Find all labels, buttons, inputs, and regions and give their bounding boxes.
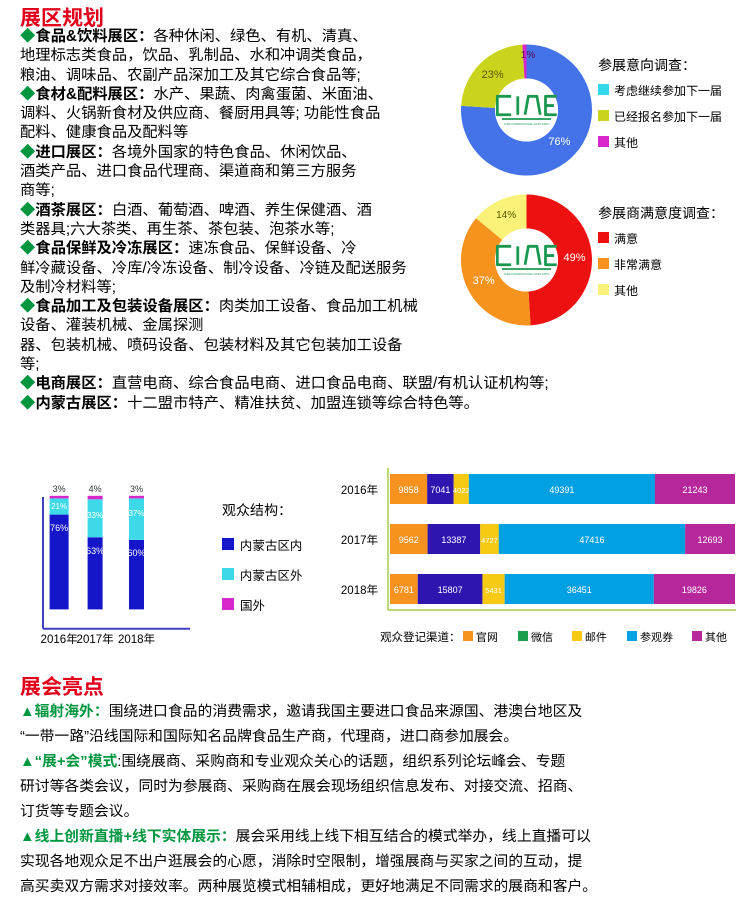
svg-text:15807: 15807 bbox=[438, 585, 463, 595]
svg-text:CHINA INTERNATIONAL DAIRY EXPO: CHINA INTERNATIONAL DAIRY EXPO bbox=[504, 122, 550, 126]
svg-text:2016年: 2016年 bbox=[41, 633, 78, 645]
svg-text:13387: 13387 bbox=[441, 535, 466, 545]
svg-text:49%: 49% bbox=[563, 252, 585, 264]
svg-text:37%: 37% bbox=[473, 275, 495, 287]
svg-text:9562: 9562 bbox=[399, 535, 419, 545]
svg-text:37%: 37% bbox=[128, 509, 144, 518]
svg-text:49391: 49391 bbox=[549, 485, 574, 495]
svg-text:CHINA INTERNATIONAL DAIRY EXPO: CHINA INTERNATIONAL DAIRY EXPO bbox=[504, 272, 550, 276]
svg-text:2016年: 2016年 bbox=[341, 484, 378, 497]
svg-text:76%: 76% bbox=[548, 136, 570, 148]
svg-text:2018年: 2018年 bbox=[118, 633, 155, 645]
svg-text:2017年: 2017年 bbox=[341, 534, 378, 547]
svg-text:2017年: 2017年 bbox=[77, 633, 114, 645]
svg-text:14%: 14% bbox=[496, 210, 516, 221]
svg-text:36451: 36451 bbox=[567, 585, 592, 595]
svg-text:4727: 4727 bbox=[481, 536, 498, 545]
svg-text:4022: 4022 bbox=[453, 486, 470, 495]
svg-text:5431: 5431 bbox=[485, 586, 502, 595]
svg-text:21243: 21243 bbox=[682, 485, 707, 495]
svg-text:60%: 60% bbox=[127, 548, 145, 558]
svg-text:63%: 63% bbox=[86, 546, 104, 556]
svg-text:47416: 47416 bbox=[579, 535, 604, 545]
svg-text:76%: 76% bbox=[50, 523, 68, 533]
svg-text:6781: 6781 bbox=[394, 585, 414, 595]
svg-text:3%: 3% bbox=[130, 484, 143, 494]
svg-text:23%: 23% bbox=[482, 69, 504, 81]
svg-text:21%: 21% bbox=[51, 502, 67, 511]
svg-text:7041: 7041 bbox=[430, 485, 450, 495]
svg-text:9858: 9858 bbox=[399, 485, 419, 495]
svg-text:19826: 19826 bbox=[682, 585, 707, 595]
svg-text:4%: 4% bbox=[89, 484, 102, 494]
svg-text:2018年: 2018年 bbox=[341, 584, 378, 597]
svg-text:1%: 1% bbox=[521, 50, 536, 61]
svg-text:12693: 12693 bbox=[698, 535, 723, 545]
svg-text:33%: 33% bbox=[87, 511, 103, 520]
svg-text:3%: 3% bbox=[53, 484, 66, 494]
